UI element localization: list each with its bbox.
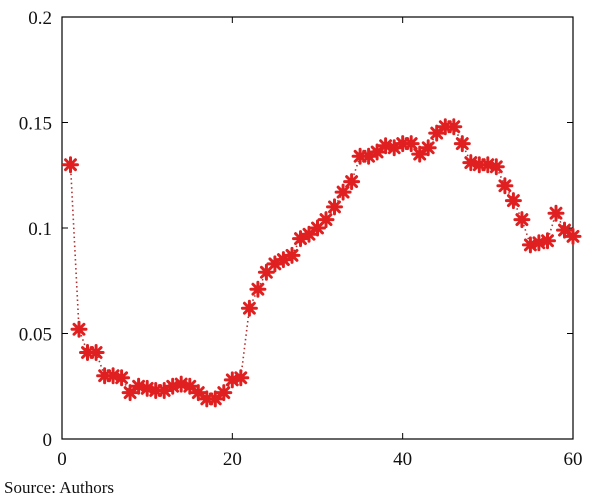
x-tick-label: 20 [223, 449, 242, 470]
data-point [326, 198, 343, 216]
data-point [130, 377, 148, 395]
data-point [70, 320, 88, 338]
data-point [377, 137, 395, 155]
y-tick-label: 0.05 [19, 325, 52, 346]
data-point [334, 183, 352, 201]
data-point [181, 377, 199, 395]
data-point [87, 344, 105, 361]
data-point [419, 139, 437, 157]
data-point [121, 384, 139, 402]
data-point [206, 390, 224, 408]
data-point [104, 367, 122, 385]
data-point [223, 371, 241, 389]
x-tick-label: 60 [564, 449, 583, 470]
tick-labels: 0 20 40 60 0 0.05 0.1 0.15 0.2 [19, 8, 583, 470]
data-point [368, 143, 386, 161]
data-point [232, 369, 250, 387]
data-point [547, 204, 565, 222]
data-point [445, 118, 463, 136]
data-point [556, 221, 573, 239]
data-point [257, 263, 275, 281]
y-tick-label: 0.2 [28, 8, 52, 29]
scatter-chart: 0 20 40 60 0 0.05 0.1 0.15 0.2 [19, 8, 583, 470]
data-point [300, 225, 318, 243]
data-point [521, 236, 539, 254]
y-tick-label: 0.15 [19, 114, 52, 135]
data-point [155, 382, 173, 399]
data-point [138, 379, 156, 397]
data-point [539, 232, 556, 250]
x-tick-label: 0 [57, 449, 67, 470]
data-point [343, 173, 361, 191]
data-point [462, 154, 480, 172]
axis-ticks [61, 16, 574, 440]
data-point [453, 135, 471, 153]
data-point [240, 299, 258, 317]
data-point [266, 255, 284, 273]
series-markers [62, 118, 582, 408]
data-point [479, 156, 497, 174]
y-tick-label: 0.1 [28, 219, 52, 240]
data-point [62, 156, 79, 174]
data-point [530, 234, 548, 252]
data-point [411, 145, 429, 163]
data-point [385, 139, 403, 157]
data-point [249, 280, 267, 298]
data-point [360, 147, 378, 165]
data-point [292, 230, 309, 248]
data-point [215, 384, 233, 402]
data-point [496, 177, 514, 195]
data-point [189, 384, 207, 402]
data-point [428, 124, 446, 142]
data-point [487, 158, 505, 176]
data-point [164, 377, 182, 395]
y-tick-label: 0 [43, 430, 53, 451]
data-point [564, 227, 582, 245]
data-point [274, 251, 292, 269]
source-caption: Source: Authors [4, 478, 115, 497]
data-point [513, 211, 531, 229]
data-point [504, 192, 522, 210]
data-point [402, 135, 420, 153]
data-point [283, 246, 301, 264]
data-point [309, 219, 326, 237]
data-point [172, 375, 190, 393]
x-tick-label: 40 [393, 449, 412, 470]
data-point [317, 211, 335, 229]
data-point [79, 344, 96, 361]
data-point [113, 369, 131, 387]
